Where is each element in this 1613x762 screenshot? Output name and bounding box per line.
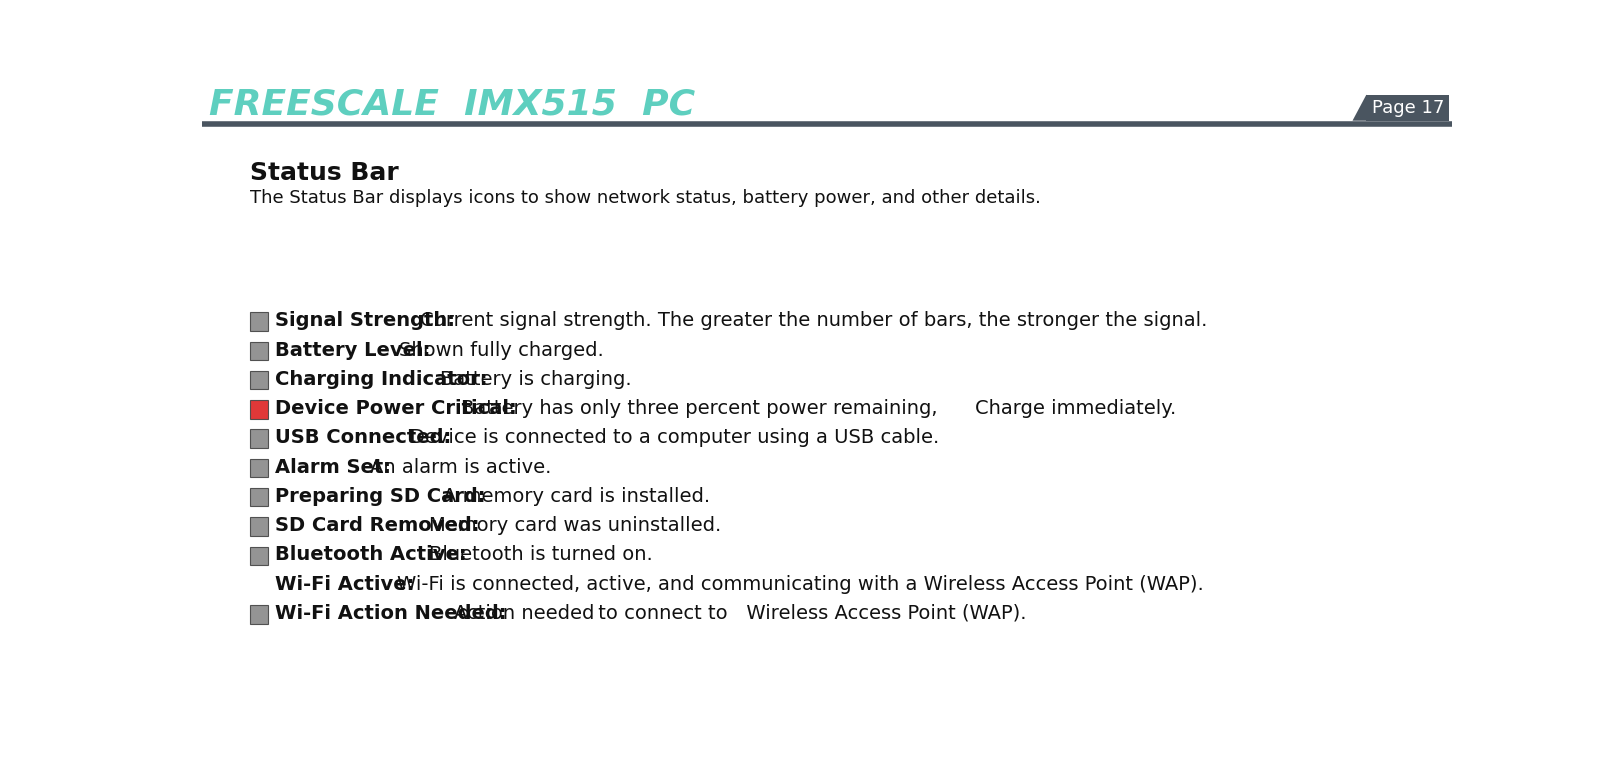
Text: Action needed to connect to   Wireless Access Point (WAP).: Action needed to connect to Wireless Acc… <box>453 604 1026 623</box>
Text: Wi-Fi Active:: Wi-Fi Active: <box>276 575 415 594</box>
Text: Wi-Fi Action Needed:: Wi-Fi Action Needed: <box>276 604 506 623</box>
FancyBboxPatch shape <box>250 430 268 448</box>
FancyBboxPatch shape <box>1366 94 1450 120</box>
Text: SD Card Removed:: SD Card Removed: <box>276 516 479 535</box>
Text: Status Bar: Status Bar <box>250 161 398 185</box>
FancyBboxPatch shape <box>250 459 268 477</box>
FancyBboxPatch shape <box>250 371 268 389</box>
Text: Page 17: Page 17 <box>1371 99 1444 117</box>
Text: Device is connected to a computer using a USB cable.: Device is connected to a computer using … <box>410 428 939 447</box>
Text: Preparing SD Card:: Preparing SD Card: <box>276 487 486 506</box>
Text: Wi-Fi is connected, active, and communicating with a Wireless Access Point (WAP): Wi-Fi is connected, active, and communic… <box>397 575 1203 594</box>
Text: USB Connected:: USB Connected: <box>276 428 452 447</box>
Polygon shape <box>1352 94 1366 120</box>
FancyBboxPatch shape <box>250 312 268 331</box>
FancyBboxPatch shape <box>250 400 268 418</box>
Text: Bluetooth Active:: Bluetooth Active: <box>276 546 466 565</box>
Text: Shown fully charged.: Shown fully charged. <box>400 341 603 360</box>
Text: Device Power Critical:: Device Power Critical: <box>276 399 518 418</box>
Text: Battery is charging.: Battery is charging. <box>440 370 631 389</box>
Text: Memory card was uninstalled.: Memory card was uninstalled. <box>429 516 721 535</box>
Text: FREESCALE  IMX515  PC: FREESCALE IMX515 PC <box>210 88 695 122</box>
Text: Signal Strength:: Signal Strength: <box>276 312 455 330</box>
Text: A memory card is installed.: A memory card is installed. <box>444 487 711 506</box>
FancyBboxPatch shape <box>250 546 268 565</box>
FancyBboxPatch shape <box>250 605 268 623</box>
Text: The Status Bar displays icons to show network status, battery power, and other d: The Status Bar displays icons to show ne… <box>250 189 1040 207</box>
Text: Charging Indicator:: Charging Indicator: <box>276 370 487 389</box>
FancyBboxPatch shape <box>250 488 268 507</box>
Text: Alarm Set:: Alarm Set: <box>276 458 392 476</box>
Text: Battery has only three percent power remaining,      Charge immediately.: Battery has only three percent power rem… <box>461 399 1176 418</box>
FancyBboxPatch shape <box>250 341 268 360</box>
Text: An alarm is active.: An alarm is active. <box>369 458 552 476</box>
Text: Battery Level:: Battery Level: <box>276 341 431 360</box>
Text: Current signal strength. The greater the number of bars, the stronger the signal: Current signal strength. The greater the… <box>419 312 1208 330</box>
Text: Bluetooth is turned on.: Bluetooth is turned on. <box>429 546 652 565</box>
FancyBboxPatch shape <box>250 517 268 536</box>
